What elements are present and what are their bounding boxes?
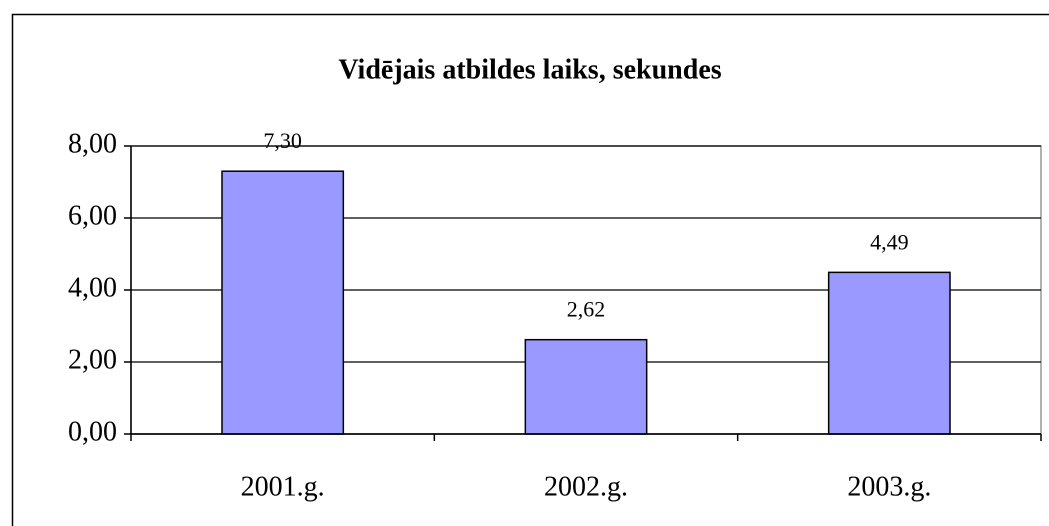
bar — [221, 170, 345, 435]
data-label: 2,62 — [567, 297, 606, 322]
y-tick-label: 6,00 — [68, 200, 117, 231]
x-tick-label: 2002.g. — [544, 471, 628, 502]
x-tick-label: 2001.g. — [241, 471, 325, 502]
y-tick-label: 4,00 — [68, 272, 117, 303]
chart-title: Vidējais atbildes laiks, sekundes — [338, 54, 721, 85]
y-tick-label: 0,00 — [68, 416, 117, 447]
bar — [827, 271, 951, 435]
chart-border — [11, 13, 1049, 526]
data-label: 7,30 — [263, 128, 302, 153]
x-tick-label: 2003.g. — [847, 471, 931, 502]
bar — [524, 338, 648, 435]
y-tick-label: 8,00 — [68, 128, 117, 159]
data-label: 4,49 — [870, 229, 909, 254]
y-tick-label: 2,00 — [68, 344, 117, 375]
